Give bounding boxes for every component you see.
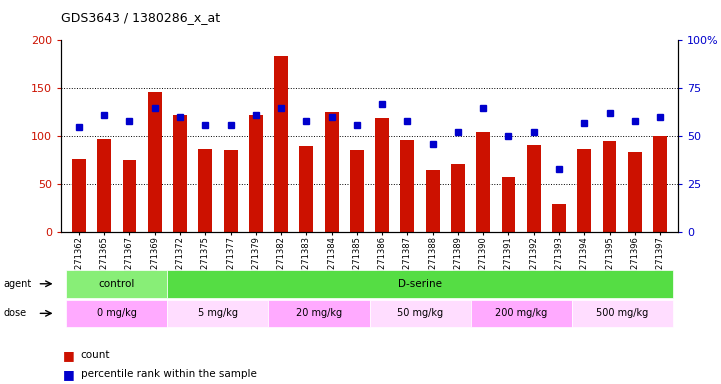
Bar: [375, 118, 389, 232]
Bar: [148, 92, 162, 232]
Bar: [173, 115, 187, 232]
Text: ■: ■: [63, 368, 74, 381]
Bar: [224, 150, 237, 232]
Bar: [350, 150, 364, 232]
Bar: [324, 112, 339, 232]
Text: 500 mg/kg: 500 mg/kg: [596, 308, 648, 318]
Text: percentile rank within the sample: percentile rank within the sample: [81, 369, 257, 379]
Text: dose: dose: [4, 308, 27, 318]
Text: 50 mg/kg: 50 mg/kg: [397, 308, 443, 318]
Bar: [425, 170, 440, 232]
Bar: [603, 141, 616, 232]
Text: count: count: [81, 350, 110, 360]
Bar: [97, 139, 111, 232]
Text: D-serine: D-serine: [398, 279, 442, 289]
Bar: [451, 164, 465, 232]
Bar: [72, 159, 86, 232]
Text: 5 mg/kg: 5 mg/kg: [198, 308, 238, 318]
Text: 20 mg/kg: 20 mg/kg: [296, 308, 342, 318]
Bar: [299, 146, 314, 232]
Bar: [653, 136, 667, 232]
Bar: [400, 140, 415, 232]
Bar: [198, 149, 212, 232]
Bar: [249, 115, 262, 232]
Bar: [527, 145, 541, 232]
Text: GDS3643 / 1380286_x_at: GDS3643 / 1380286_x_at: [61, 11, 221, 24]
Text: agent: agent: [4, 279, 32, 289]
Text: 200 mg/kg: 200 mg/kg: [495, 308, 547, 318]
Bar: [502, 177, 516, 232]
Text: ■: ■: [63, 349, 74, 362]
Bar: [123, 161, 136, 232]
Text: control: control: [99, 279, 135, 289]
Bar: [578, 149, 591, 232]
Text: 0 mg/kg: 0 mg/kg: [97, 308, 137, 318]
Bar: [552, 204, 566, 232]
Bar: [628, 152, 642, 232]
Bar: [274, 56, 288, 232]
Bar: [477, 132, 490, 232]
